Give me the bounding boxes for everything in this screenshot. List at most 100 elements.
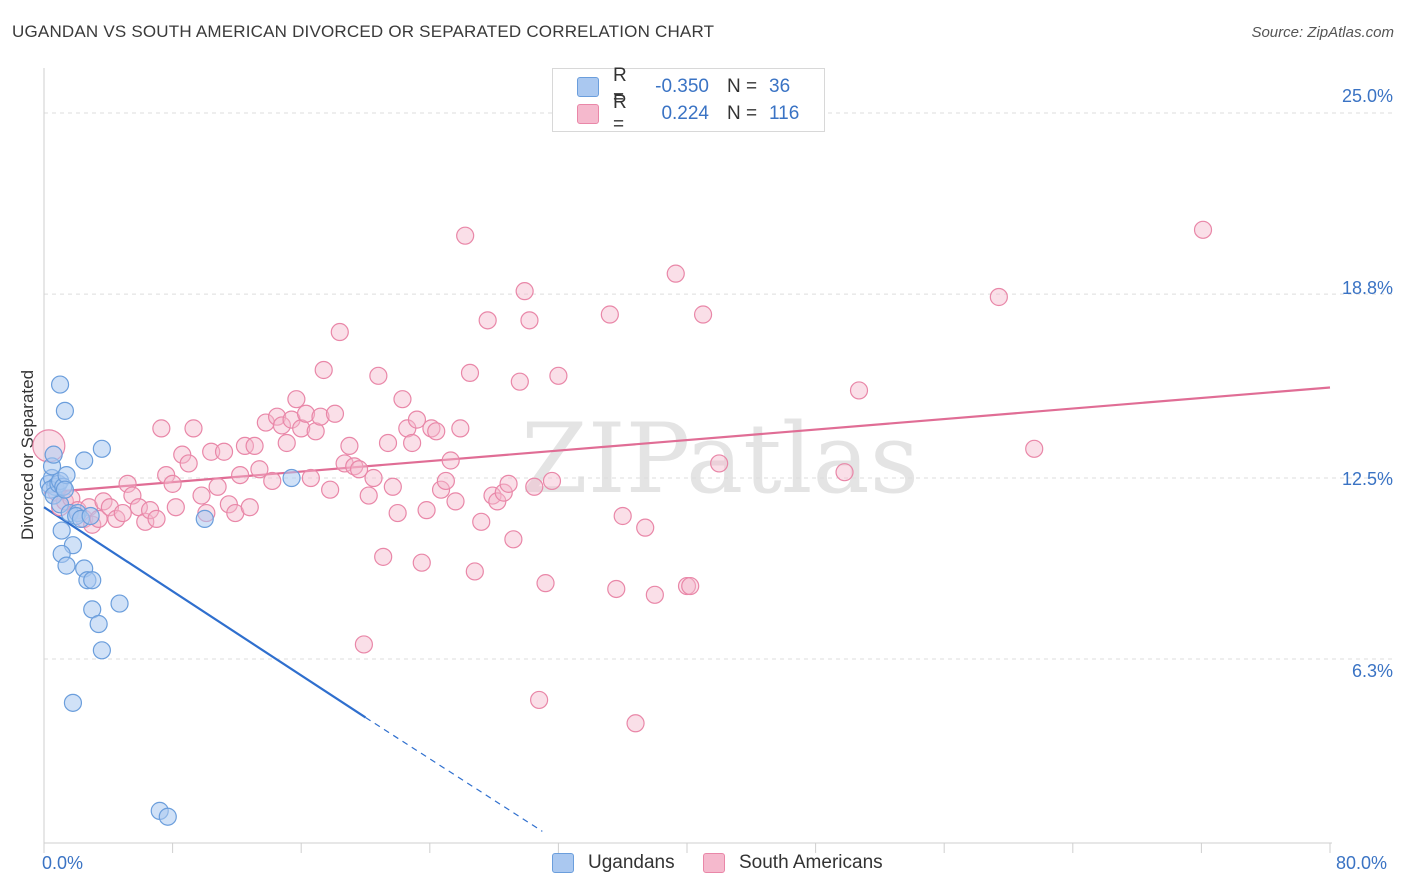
- south-american-point: [354, 635, 373, 654]
- south-american-point: [407, 410, 427, 429]
- legend-swatch-south-americans: [703, 853, 725, 873]
- south-american-point: [267, 407, 287, 426]
- south-american-point: [835, 463, 854, 482]
- south-american-point: [314, 360, 333, 380]
- south-american-point: [520, 311, 539, 330]
- legend-label-ugandans: Ugandans: [588, 852, 675, 873]
- south-american-point: [626, 714, 645, 733]
- trend-lines: [43, 386, 1331, 832]
- south-american-point: [1025, 439, 1044, 458]
- south-american-point: [693, 305, 713, 324]
- legend-n-label: N =: [727, 76, 758, 97]
- south-american-point: [136, 512, 155, 531]
- south-american-point: [359, 486, 378, 505]
- south-american-point: [542, 471, 562, 491]
- south-american-point: [152, 419, 171, 438]
- ugandan-point: [50, 375, 70, 394]
- south-american-point: [123, 486, 142, 505]
- south-american-point: [427, 422, 446, 441]
- ugandan-point: [44, 445, 63, 464]
- south-american-point: [504, 530, 523, 549]
- ugandan-point: [92, 641, 111, 660]
- south-american-point: [272, 416, 292, 435]
- ugandan-point: [81, 506, 100, 526]
- south-american-point: [472, 512, 491, 531]
- south-american-point: [245, 436, 264, 456]
- south-american-point: [494, 483, 513, 502]
- south-american-point: [499, 474, 518, 493]
- legend-row-south-americans: R = 0.224 N = 116: [577, 92, 799, 135]
- legend-swatch-ugandans: [577, 77, 599, 97]
- south-american-point: [369, 366, 388, 385]
- ugandan-point: [92, 439, 111, 458]
- south-american-point: [549, 366, 568, 385]
- south-american-point: [451, 419, 470, 438]
- south-american-point: [296, 404, 316, 423]
- ugandan-point: [75, 451, 94, 470]
- y-tick-label: 12.5%: [1341, 469, 1393, 489]
- south-american-point: [166, 498, 185, 517]
- legend-r-label: R =: [613, 92, 627, 135]
- south-american-point: [345, 457, 364, 476]
- legend-row-ugandans: R = -0.350 N = 36: [577, 65, 791, 108]
- south-american-point: [710, 454, 729, 473]
- south-american-point: [184, 419, 203, 438]
- correlation-legend: R = -0.350 N = 36 R = 0.224 N = 116: [552, 65, 825, 135]
- south-american-point: [179, 454, 198, 473]
- south-american-point: [306, 422, 325, 441]
- south-american-point: [301, 468, 320, 488]
- legend-r-value: 0.224: [661, 103, 709, 124]
- ugandan-trend-line: [43, 506, 367, 719]
- south-american-point: [292, 419, 311, 438]
- chart-title: UGANDAN VS SOUTH AMERICAN DIVORCED OR SE…: [12, 22, 715, 41]
- legend-item-ugandans[interactable]: Ugandans: [552, 852, 675, 874]
- y-tick-label: 25.0%: [1341, 86, 1393, 106]
- legend-n-label: N =: [727, 103, 758, 124]
- y-tick-label: 6.3%: [1351, 661, 1393, 681]
- south-american-point: [118, 474, 137, 493]
- south-american-point: [989, 287, 1008, 307]
- ugandan-point: [110, 594, 129, 613]
- south-american-point: [436, 471, 455, 491]
- south-american-point: [147, 509, 166, 528]
- grid-lines: [44, 112, 1395, 660]
- south-american-point: [287, 390, 306, 409]
- legend-swatch-south-americans: [577, 104, 599, 124]
- south-american-point: [607, 579, 626, 599]
- south-american-point: [163, 474, 182, 493]
- south-american-point: [202, 442, 221, 461]
- south-american-point: [1193, 220, 1213, 239]
- south-american-point: [263, 471, 282, 491]
- south-american-point: [456, 226, 475, 245]
- south-american-point: [515, 282, 534, 301]
- south-american-point: [666, 264, 685, 283]
- ugandan-point: [89, 614, 108, 634]
- south-american-point: [383, 477, 402, 496]
- series-legend: Ugandans South Americans: [0, 852, 1406, 876]
- south-american-point: [277, 433, 296, 453]
- south-american-point: [250, 460, 269, 479]
- x-tick-min: 0.0%: [42, 853, 84, 873]
- legend-r-value: -0.350: [655, 76, 709, 97]
- south-american-point: [636, 518, 655, 537]
- ugandan-point: [57, 556, 76, 575]
- south-american-point: [330, 322, 349, 342]
- legend-n-value: 36: [769, 76, 791, 97]
- south-american-point: [231, 465, 250, 485]
- south-american-point: [525, 477, 544, 496]
- legend-label-south-americans: South Americans: [739, 852, 883, 873]
- legend-item-south-americans[interactable]: South Americans: [703, 852, 883, 874]
- legend-swatch-ugandans: [552, 853, 574, 873]
- ugandan-point: [55, 401, 74, 420]
- south-american-point: [378, 433, 398, 453]
- south-american-point: [510, 372, 529, 391]
- south-american-point: [478, 311, 497, 330]
- south-american-point: [403, 433, 422, 453]
- ugandan-point: [63, 693, 83, 712]
- south-american-point: [465, 562, 484, 581]
- ugandan-trend-extrapolation: [365, 716, 543, 832]
- south-american-point: [645, 585, 664, 604]
- south-american-point: [422, 419, 441, 438]
- source-label: Source: ZipAtlas.com: [1251, 24, 1394, 41]
- south-american-point: [311, 407, 330, 426]
